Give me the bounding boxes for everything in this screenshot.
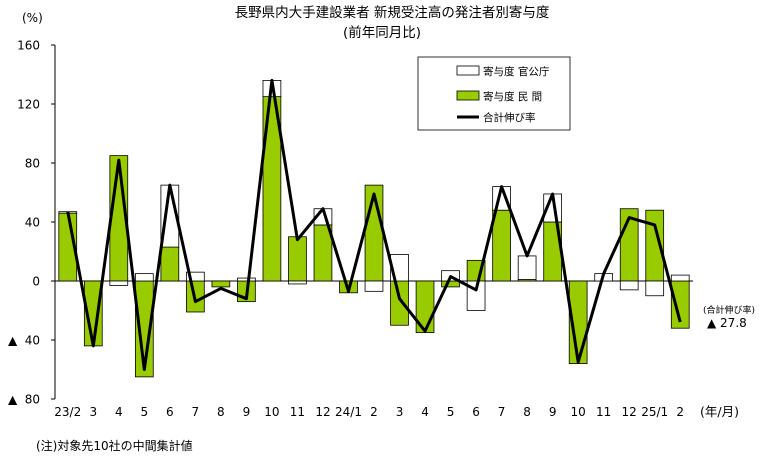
x-tick-label: 3 (396, 405, 404, 419)
y-axis: 160 120 80 40 0 ▲ 40 ▲ 80 (8, 39, 56, 407)
x-tick-label: 12 (315, 405, 330, 419)
x-tick-label: 11 (290, 405, 305, 419)
y-tick-label: 40 (25, 216, 40, 230)
x-axis-unit-label: (年/月) (700, 404, 739, 419)
chart-title: 長野県内大手建設業者 新規受注高の発注者別寄与度 (235, 4, 550, 21)
bar-government (670, 274, 690, 282)
x-tick-label: 10 (571, 405, 586, 419)
y-tick-label: ▲ 80 (8, 393, 40, 407)
y-tick-label: 160 (17, 39, 40, 53)
annotation-label: (合計伸び率) (703, 304, 755, 316)
x-tick-label: 6 (166, 405, 174, 419)
plot-area (55, 78, 693, 378)
x-tick-label: 10 (264, 405, 279, 419)
bar-private (441, 280, 460, 288)
x-tick-label: 5 (140, 405, 148, 419)
legend-label-total: 合計伸び率 (483, 111, 536, 124)
bar-private (390, 280, 409, 326)
x-tick-label: 7 (192, 405, 200, 419)
legend-swatch-government (456, 65, 480, 76)
x-tick-label: 23/2 (54, 405, 81, 419)
x-tick-label: 5 (447, 405, 455, 419)
bar-government (288, 280, 307, 285)
y-tick-label: ▲ 40 (8, 334, 40, 348)
x-tick-label: 25/1 (641, 405, 668, 419)
x-tick-label: 9 (243, 405, 251, 419)
x-tick-label: 7 (498, 405, 506, 419)
legend-label-private: 寄与度 民 間 (483, 90, 542, 103)
y-tick-label: 80 (25, 157, 40, 171)
bar-government (517, 255, 537, 280)
legend-swatch-private (456, 90, 480, 101)
bar-private (160, 246, 180, 282)
x-tick-label: 4 (115, 405, 123, 419)
bar-government (237, 277, 256, 282)
x-tick-label: 12 (622, 405, 637, 419)
annotation-value: ▲ 27.8 (707, 316, 747, 330)
bar-private (211, 280, 231, 288)
x-tick-label: 4 (421, 405, 429, 419)
x-axis: 23/2 3 4 5 6 7 8 9 10 11 12 24/1 2 3 4 5 6 7 8 9 10 11 12 25/1 2 (54, 405, 684, 419)
bar-government (186, 271, 205, 282)
x-tick-label: 9 (549, 405, 557, 419)
chart-subtitle: (前年同月比) (343, 24, 421, 41)
x-tick-label: 24/1 (335, 405, 362, 419)
y-tick-label: 120 (17, 98, 40, 112)
bar-private (288, 236, 307, 282)
x-tick-label: 11 (596, 405, 611, 419)
x-tick-label: 8 (523, 405, 531, 419)
bar-government (619, 280, 639, 291)
x-tick-label: 2 (676, 405, 684, 419)
bar-government (109, 280, 129, 286)
y-axis-unit-label: (%) (22, 11, 43, 25)
footnote: (注)対象先10社の中間集計値 (36, 438, 193, 453)
y-tick-label: 0 (32, 275, 40, 289)
legend-label-government: 寄与度 官公庁 (483, 65, 549, 78)
legend-box (417, 56, 571, 131)
x-tick-label: 8 (217, 405, 225, 419)
bar-government (364, 280, 384, 292)
bar-government (134, 273, 154, 282)
x-tick-label: 2 (370, 405, 378, 419)
bar-government (645, 280, 665, 297)
legend: 寄与度 官公庁 寄与度 民 間 合計伸び率 (417, 56, 571, 131)
x-tick-label: 6 (472, 405, 480, 419)
bar-private (492, 209, 511, 282)
x-tick-label: 3 (89, 405, 97, 419)
line-total (66, 78, 682, 371)
